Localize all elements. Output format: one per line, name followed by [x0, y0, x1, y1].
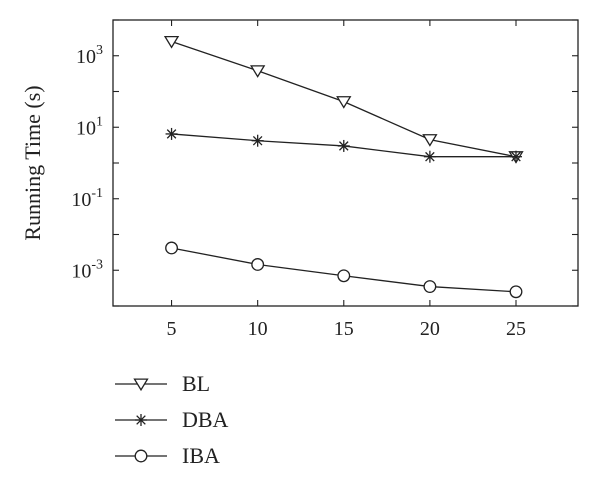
data-point-dba: [251, 134, 264, 147]
y-axis-label: Running Time (s): [20, 85, 45, 240]
legend-label-iba: IBA: [182, 443, 220, 468]
data-point-dba: [510, 150, 522, 163]
y-tick-label: 101: [76, 114, 103, 139]
x-tick-label: 15: [334, 318, 354, 340]
data-point-iba: [337, 269, 351, 283]
y-tick-label: 103: [76, 43, 103, 68]
x-tick-label: 20: [420, 318, 440, 340]
series-dba: [165, 127, 522, 163]
legend-item-dba: DBA: [115, 407, 229, 432]
data-point-iba: [251, 258, 265, 271]
data-point-iba: [165, 241, 179, 255]
legend-item-iba: IBA: [115, 443, 220, 468]
data-point-bl: [336, 96, 352, 109]
y-tick-label: 10-1: [71, 186, 103, 211]
axes: 5 10 15 20 25 103 101 10-1 10-3 Running Time (s): [20, 19, 579, 340]
data-point-dba: [337, 139, 350, 152]
y-tick-label: 10-3: [71, 257, 103, 282]
data-point-bl: [250, 65, 266, 78]
plot-area: [163, 35, 524, 299]
plot-frame: [112, 19, 579, 307]
data-point-iba: [509, 285, 523, 299]
x-tick-label: 5: [167, 318, 177, 340]
x-tick-label: 10: [248, 318, 268, 340]
data-point-dba: [165, 127, 178, 140]
data-point-iba: [423, 280, 437, 293]
legend-label-dba: DBA: [182, 407, 229, 432]
legend-marker-bl: [133, 378, 149, 392]
legend: BL DBA IBA: [115, 371, 229, 468]
data-point-bl: [163, 35, 180, 49]
data-point-dba: [423, 150, 436, 163]
legend-marker-dba: [135, 414, 147, 426]
data-point-bl: [422, 134, 438, 147]
x-tick-label: 25: [506, 318, 526, 340]
series-iba: [165, 241, 523, 299]
legend-item-bl: BL: [115, 371, 210, 396]
legend-marker-iba: [134, 449, 148, 463]
legend-label-bl: BL: [182, 371, 210, 396]
